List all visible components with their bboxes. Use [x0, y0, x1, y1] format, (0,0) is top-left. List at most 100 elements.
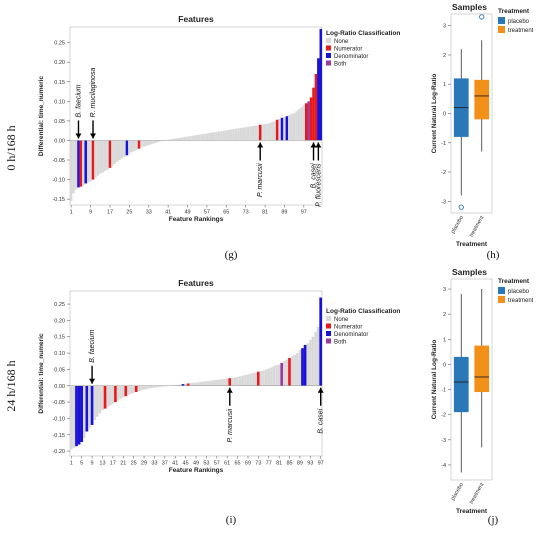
bar-88 [296, 353, 299, 386]
bar-75 [249, 126, 251, 140]
annotation-p-marcusii-label: P. marcusii [227, 408, 234, 442]
x-tick-label: 97 [301, 210, 307, 216]
y-tick-label: 2 [443, 312, 446, 318]
bar-46 [187, 383, 190, 385]
bar-49 [186, 137, 188, 141]
bar-85 [274, 121, 276, 141]
y-tick-label: -1 [441, 388, 446, 394]
x-axis-label: Treatment [456, 241, 488, 248]
bar-19 [117, 386, 120, 401]
x-axis-label: Feature Rankings [169, 467, 224, 474]
box-treatment-iqr [474, 80, 489, 120]
legend-swatch-numerator [326, 324, 331, 329]
bar-21 [118, 140, 120, 160]
y-tick-label: -0.05 [52, 400, 65, 406]
annotation-b-faecium-arrow-head [75, 133, 81, 138]
x-tick-label: 9 [89, 210, 92, 216]
y-tick-label: -0.10 [52, 178, 65, 184]
x-tick-label: 49 [193, 461, 199, 467]
bar-33 [153, 386, 156, 388]
bar-89 [299, 350, 302, 386]
bar-60 [213, 132, 215, 140]
bar-5 [80, 140, 83, 186]
bar-14 [104, 386, 107, 409]
bar-66 [239, 376, 242, 385]
bar-1 [70, 140, 72, 201]
bar-96 [317, 327, 320, 386]
bar-64 [223, 131, 225, 141]
bar-59 [221, 379, 224, 386]
bar-30 [145, 386, 148, 389]
legend-swatch-denominator [326, 53, 331, 58]
y-tick-label: -0.15 [52, 433, 65, 439]
bar-36 [155, 140, 157, 142]
legend-swatch-both [326, 339, 331, 344]
bar-69 [247, 374, 250, 385]
x-tick-label: 57 [204, 210, 210, 216]
row-label-bottom: 24 h/168 h [4, 360, 18, 411]
bar-22 [124, 386, 127, 396]
x-tick-label: 93 [307, 461, 313, 467]
bar-19 [114, 140, 116, 163]
bar-16 [106, 140, 108, 169]
bar-75 [262, 370, 265, 385]
bar-80 [275, 365, 278, 386]
legend-title: Log-Ratio Classification [326, 30, 400, 37]
bar-52 [203, 382, 206, 386]
annotation-b-casei-arrow-head [311, 142, 317, 147]
bar-83 [269, 123, 271, 141]
x-tick-label: 33 [146, 210, 152, 216]
bar-102 [315, 74, 318, 141]
x-tick-label: 41 [172, 461, 178, 467]
x-tick-label: 81 [276, 461, 282, 467]
bar-23 [123, 140, 125, 156]
bar-15 [106, 386, 109, 407]
x-tick-label: 49 [184, 210, 190, 216]
bar-52 [194, 135, 196, 140]
bar-6 [83, 386, 86, 438]
legend-label-none: None [334, 317, 349, 323]
bar-45 [177, 138, 179, 140]
y-tick-label: 0.10 [54, 99, 65, 105]
bar-63 [231, 378, 234, 386]
chart-title: Features [178, 14, 214, 24]
bar-69 [235, 129, 237, 141]
x-tick-label: 37 [162, 461, 168, 467]
y-tick-label: 0.25 [54, 302, 65, 308]
bar-10 [93, 386, 96, 420]
bar-80 [261, 124, 263, 140]
bar-24 [126, 140, 129, 155]
legend-title: Treatment [498, 8, 530, 15]
bar-6 [82, 140, 84, 185]
annotation-b-faecium-label: B. faecium [75, 84, 82, 117]
bar-18 [111, 140, 113, 165]
bar-8 [87, 140, 89, 182]
bar-49 [195, 382, 198, 385]
bar-11 [96, 386, 99, 417]
bar-94 [295, 111, 297, 140]
legend-label-placebo: placebo [508, 289, 530, 295]
feature-ranking-chart-top: Features-0.15-0.10-0.050.000.050.100.150… [38, 14, 400, 223]
x-tick-label: 5 [80, 461, 83, 467]
bar-4 [77, 140, 80, 187]
box-treatment-outlier [480, 15, 484, 19]
y-tick-label: 0.00 [54, 384, 65, 390]
x-tick-label: 25 [131, 461, 137, 467]
bar-64 [234, 378, 237, 386]
bar-31 [143, 140, 145, 146]
bar-23 [127, 386, 130, 395]
bar-86 [291, 356, 294, 385]
x-tick-label: 29 [141, 461, 147, 467]
annotation-b-casei-arrow-head [318, 388, 324, 393]
x-tick-label: 77 [266, 461, 272, 467]
bar-90 [286, 116, 289, 140]
bar-26 [131, 140, 133, 152]
row-label-top: 0 h/168 h [4, 125, 18, 170]
bar-20 [119, 386, 122, 399]
x-tick-label: treatment [469, 215, 486, 239]
bar-83 [283, 361, 286, 386]
bar-13 [99, 140, 101, 173]
chart-title: Samples [452, 267, 487, 277]
